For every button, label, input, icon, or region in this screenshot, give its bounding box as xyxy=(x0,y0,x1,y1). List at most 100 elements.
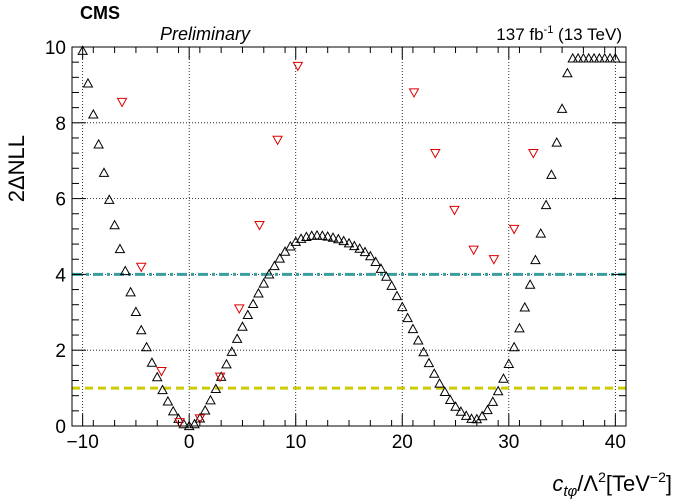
scan-point-red xyxy=(527,149,539,159)
x-axis-label-sub: tφ xyxy=(563,483,577,500)
y-axis-label: 2ΔNLL xyxy=(4,135,29,202)
scan-point-black xyxy=(103,194,115,204)
y-tick-label: 6 xyxy=(55,190,66,211)
scan-point-black xyxy=(274,252,286,263)
scan-point-red xyxy=(194,414,206,424)
scan-point-black xyxy=(466,413,477,423)
scan-point-black xyxy=(535,227,547,238)
scan-point-black xyxy=(332,233,344,244)
lumi-value: 137 fb xyxy=(496,25,543,44)
x-tick-label: 10 xyxy=(285,432,306,453)
x-axis-label-c: c xyxy=(552,471,563,496)
x-tick-label: 40 xyxy=(605,432,626,453)
scan-point-black xyxy=(93,138,104,149)
scan-point-black xyxy=(210,383,222,393)
scan-point-black xyxy=(370,256,381,266)
scan-point-red xyxy=(272,135,283,146)
scan-point-black xyxy=(135,324,147,335)
scan-point-black xyxy=(263,268,275,279)
scan-point-red xyxy=(233,304,245,315)
scan-point-black xyxy=(599,52,611,63)
scan-point-black xyxy=(311,229,323,240)
scan-point-black xyxy=(428,368,440,378)
x-axis-label-unit: [TeV xyxy=(606,471,650,496)
scan-point-red xyxy=(468,245,479,256)
y-tick-label: 10 xyxy=(45,38,66,59)
scan-point-black xyxy=(226,346,238,356)
scan-point-black xyxy=(237,321,248,331)
scan-point-red xyxy=(408,88,420,99)
scan-point-black xyxy=(524,279,536,289)
scan-point-black xyxy=(343,237,355,248)
x-axis-label-lambda: /Λ xyxy=(577,471,598,496)
scan-point-black xyxy=(327,232,339,242)
scan-point-black xyxy=(290,236,302,246)
scan-point-black xyxy=(162,395,174,406)
scan-point-black xyxy=(503,358,515,368)
scan-point-black xyxy=(583,52,595,63)
scan-point-black xyxy=(348,240,360,251)
x-tick-label: −10 xyxy=(67,432,99,453)
data-points xyxy=(77,45,621,431)
scan-point-red xyxy=(156,366,167,377)
scan-point-black xyxy=(530,254,541,265)
preliminary-label: Preliminary xyxy=(160,24,251,44)
scan-point-black xyxy=(109,219,120,230)
lumi-energy: (13 TeV) xyxy=(553,25,622,44)
scan-point-red xyxy=(135,262,147,273)
scan-point-black xyxy=(562,67,573,78)
scan-point-black xyxy=(418,346,429,357)
scan-point-red xyxy=(508,224,520,235)
scan-point-black xyxy=(482,404,493,415)
scan-point-black xyxy=(567,52,579,63)
scan-point-black xyxy=(146,357,158,367)
scan-point-black xyxy=(247,298,259,309)
scan-point-black xyxy=(157,384,168,395)
scan-point-black xyxy=(492,385,504,396)
scan-point-black xyxy=(391,290,403,301)
scan-point-black xyxy=(519,301,531,312)
scan-point-black xyxy=(540,199,552,210)
scan-point-black xyxy=(269,260,280,271)
scan-point-black xyxy=(380,271,392,281)
scan-point-black xyxy=(460,410,472,420)
x-axis-label-sq: 2 xyxy=(598,469,606,485)
y-tick-label: 0 xyxy=(55,417,66,438)
y-tick-label: 2 xyxy=(55,341,66,362)
scan-point-black xyxy=(354,243,366,253)
y-tick-label: 4 xyxy=(55,265,66,286)
scan-point-black xyxy=(450,401,461,411)
scan-point-black xyxy=(130,306,142,317)
scan-point-black xyxy=(455,406,467,416)
scan-point-black xyxy=(322,230,334,241)
scan-point-black xyxy=(242,309,254,320)
scan-point-black xyxy=(386,280,397,290)
scan-point-black xyxy=(199,404,211,415)
x-tick-label: 20 xyxy=(392,432,413,453)
scan-point-black xyxy=(253,287,264,298)
scan-point-black xyxy=(279,246,291,256)
x-axis-label-unit-exp: −2 xyxy=(650,469,666,485)
scan-point-black xyxy=(167,405,179,416)
scan-point-black xyxy=(487,396,499,406)
scan-point-black xyxy=(588,52,600,63)
scan-point-black xyxy=(98,167,110,177)
x-tick-label: 30 xyxy=(498,432,519,453)
plot-frame xyxy=(71,46,627,427)
scan-point-black xyxy=(205,394,216,405)
scan-point-black xyxy=(444,394,456,404)
scan-point-black xyxy=(514,322,525,333)
scan-point-black xyxy=(439,386,451,396)
y-tick-label: 8 xyxy=(55,114,66,135)
scan-point-black xyxy=(338,235,350,246)
scan-point-black xyxy=(364,250,376,261)
scan-point-black xyxy=(476,410,488,421)
reference-lines xyxy=(72,272,626,390)
scan-point-black xyxy=(258,277,270,288)
scan-point-black xyxy=(402,312,413,323)
scan-point-red xyxy=(116,97,128,108)
scan-point-red xyxy=(214,372,226,383)
scan-point-black xyxy=(508,341,520,352)
scan-point-black xyxy=(609,52,621,63)
